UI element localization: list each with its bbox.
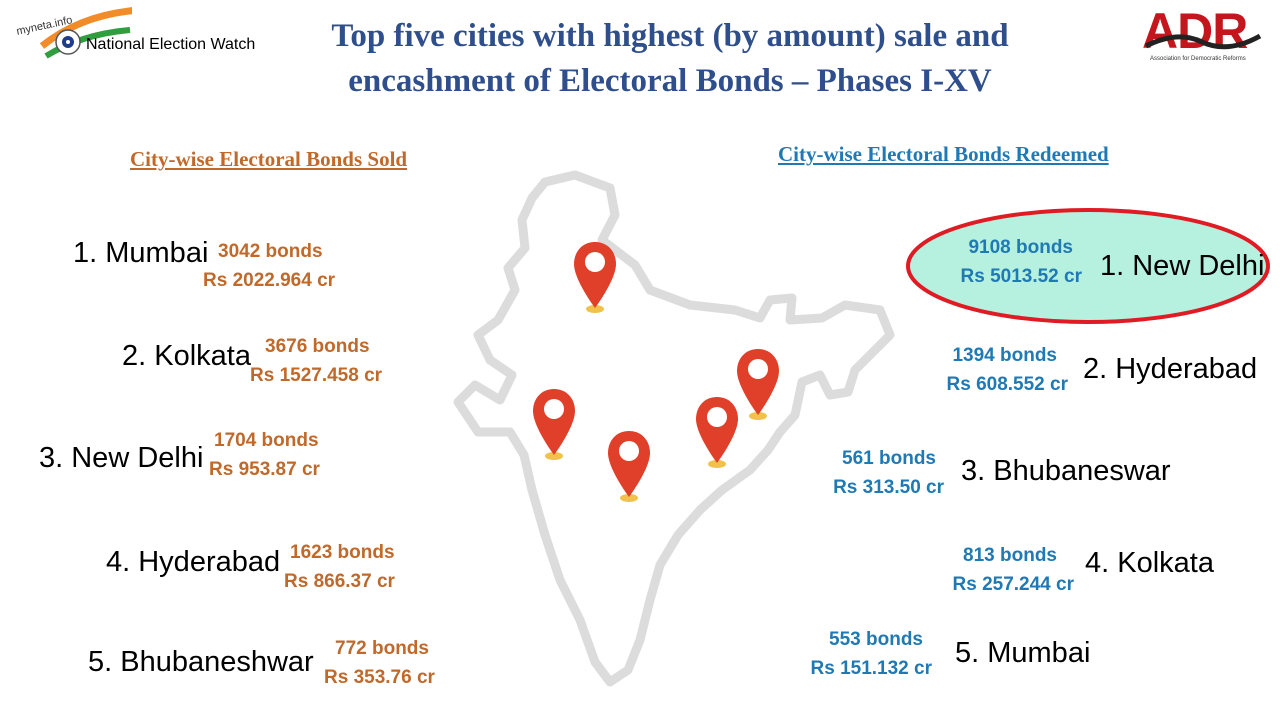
redeemed-city-3: 3. Bhubaneswar (961, 455, 1171, 487)
redeemed-stat-3: 561 bonds Rs 313.50 cr (796, 444, 944, 502)
redeemed-city-5: 5. Mumbai (955, 637, 1091, 669)
sold-city-3: 3. New Delhi (39, 442, 204, 474)
sold-bonds: 772 bonds (335, 638, 429, 659)
sold-bonds: 3042 bonds (218, 241, 323, 262)
redeemed-amount: Rs 5013.52 cr (960, 266, 1083, 287)
redeemed-stat-2: 1394 bonds Rs 608.552 cr (918, 341, 1069, 399)
sold-city-1: 1. Mumbai (73, 237, 209, 269)
redeemed-bonds: 553 bonds (829, 629, 923, 650)
redeemed-bonds: 813 bonds (963, 545, 1057, 566)
sold-stat-1: 3042 bonds Rs 2022.964 cr (203, 237, 335, 295)
redeemed-amount: Rs 151.132 cr (810, 658, 933, 679)
adr-logo: ADR Association for Democratic Reforms (1138, 3, 1268, 68)
title-line-2: encashment of Electoral Bonds – Phases I… (348, 63, 992, 99)
national-election-watch-logo: myneta.info National Election Watch (12, 4, 262, 64)
redeemed-bonds: 561 bonds (842, 448, 936, 469)
redeemed-city-4: 4. Kolkata (1085, 547, 1214, 579)
adr-logo-text: ADR (1142, 3, 1248, 59)
sold-amount: Rs 953.87 cr (209, 459, 320, 480)
adr-logo-subtext: Association for Democratic Reforms (1150, 56, 1246, 62)
sold-heading: City-wise Electoral Bonds Sold (130, 147, 408, 171)
redeemed-heading: City-wise Electoral Bonds Redeemed (778, 142, 1109, 166)
sold-stat-4: 1623 bonds Rs 866.37 cr (284, 538, 395, 596)
adr-swoosh-icon (1144, 33, 1262, 50)
title-line-1: Top five cities with highest (by amount)… (331, 18, 1009, 54)
sold-amount: Rs 866.37 cr (284, 571, 395, 592)
myneta-eye-icon (39, 7, 132, 59)
map-pin-icon (533, 389, 575, 460)
redeemed-bonds: 1394 bonds (952, 345, 1057, 366)
redeemed-stat-4: 813 bonds Rs 257.244 cr (924, 541, 1075, 599)
sold-stat-5: 772 bonds Rs 353.76 cr (324, 634, 435, 692)
page-title: Top five cities with highest (by amount)… (270, 14, 1070, 104)
sold-bonds: 3676 bonds (265, 336, 370, 357)
sold-stat-2: 3676 bonds Rs 1527.458 cr (250, 332, 382, 390)
sold-amount: Rs 353.76 cr (324, 667, 435, 688)
sold-stat-3: 1704 bonds Rs 953.87 cr (209, 426, 320, 484)
sold-amount: Rs 2022.964 cr (203, 270, 336, 291)
sold-bonds: 1704 bonds (214, 430, 319, 451)
redeemed-city-1: 1. New Delhi (1100, 250, 1265, 282)
sold-city-4: 4. Hyderabad (106, 546, 281, 578)
redeemed-amount: Rs 608.552 cr (946, 374, 1069, 395)
sold-amount: Rs 1527.458 cr (250, 365, 383, 386)
map-pin-icon (608, 431, 650, 502)
map-pin-icon (574, 242, 616, 313)
redeemed-amount: Rs 313.50 cr (833, 477, 944, 498)
map-pin-icon (737, 349, 779, 420)
map-pin-icon (696, 397, 738, 468)
india-map-icon (453, 170, 895, 687)
redeemed-bonds: 9108 bonds (968, 237, 1073, 258)
redeemed-stat-1: 9108 bonds Rs 5013.52 cr (930, 233, 1083, 291)
redeemed-stat-5: 553 bonds Rs 151.132 cr (796, 625, 933, 683)
redeemed-city-2: 2. Hyderabad (1083, 353, 1258, 385)
redeemed-amount: Rs 257.244 cr (952, 574, 1075, 595)
sold-city-5: 5. Bhubaneshwar (88, 646, 314, 678)
highlight-ellipse (906, 208, 1270, 324)
sold-bonds: 1623 bonds (290, 542, 395, 563)
sold-city-2: 2. Kolkata (122, 340, 251, 372)
national-election-watch-text: National Election Watch (86, 36, 256, 53)
